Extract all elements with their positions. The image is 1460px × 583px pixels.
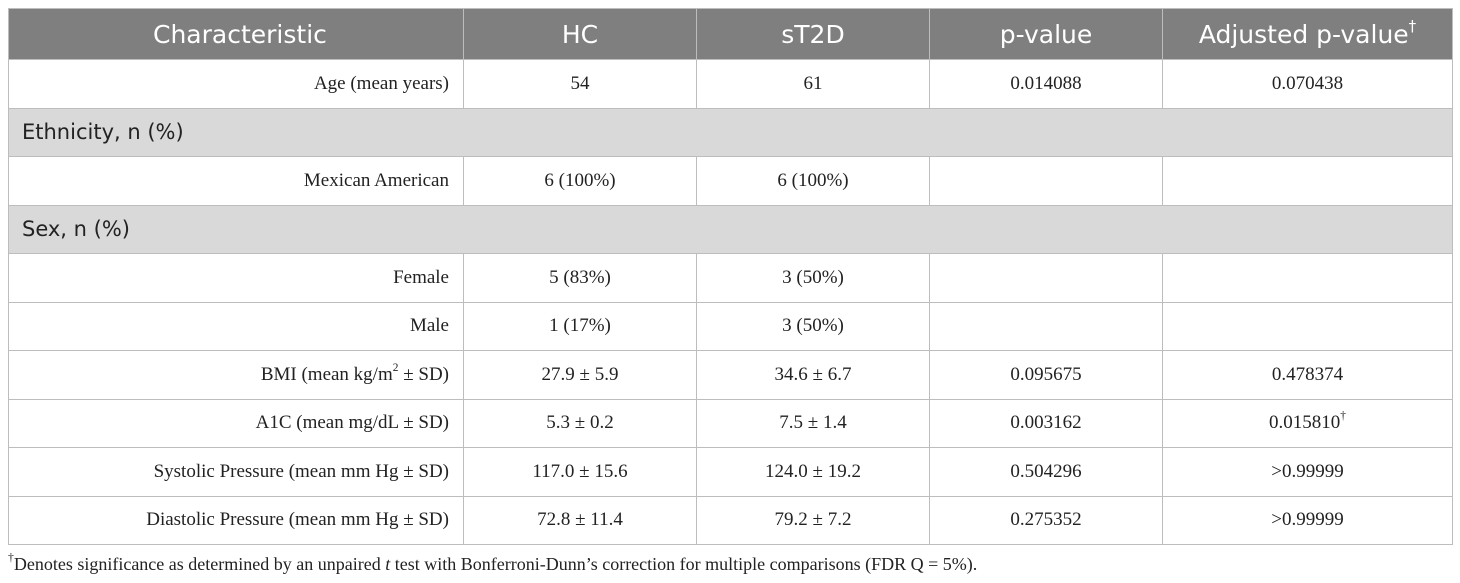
header-adjusted-p-value: Adjusted p-value† bbox=[1162, 8, 1453, 60]
footnote-text-end: test with Bonferroni-Dunn’s correction f… bbox=[390, 554, 978, 574]
table-container: Characteristic HC sT2D p-value Adjusted … bbox=[8, 8, 1453, 545]
cell-hc: 117.0 ± 15.6 bbox=[463, 447, 697, 497]
header-adjusted-p-value-text: Adjusted p-value bbox=[1198, 19, 1409, 49]
row-label: Systolic Pressure (mean mm Hg ± SD) bbox=[8, 447, 464, 497]
cell-adjusted-p-value: >0.99999 bbox=[1162, 447, 1453, 497]
cell-p-value: 0.095675 bbox=[929, 350, 1163, 400]
cell-hc: 54 bbox=[463, 59, 697, 109]
cell-st2d: 79.2 ± 7.2 bbox=[696, 495, 930, 545]
cell-st2d: 7.5 ± 1.4 bbox=[696, 398, 930, 448]
cell-hc: 72.8 ± 11.4 bbox=[463, 495, 697, 545]
cell-st2d: 34.6 ± 6.7 bbox=[696, 350, 930, 400]
table-footnote: †Denotes significance as determined by a… bbox=[8, 551, 978, 575]
footnote-italic-t: t bbox=[385, 554, 391, 574]
cell-p-value: 0.014088 bbox=[929, 59, 1163, 109]
header-hc: HC bbox=[463, 8, 697, 60]
cell-hc: 27.9 ± 5.9 bbox=[463, 350, 697, 400]
footnote-text: Denotes significance as determined by an… bbox=[13, 554, 386, 574]
header-st2d: sT2D bbox=[696, 8, 930, 60]
row-label: BMI (mean kg/m2 ± SD) bbox=[8, 350, 464, 400]
table-row-diastolic: Diastolic Pressure (mean mm Hg ± SD) 72.… bbox=[8, 495, 1453, 545]
cell-st2d: 124.0 ± 19.2 bbox=[696, 447, 930, 497]
footnote-dagger: † bbox=[8, 551, 14, 565]
table-row-a1c: A1C (mean mg/dL ± SD) 5.3 ± 0.2 7.5 ± 1.… bbox=[8, 398, 1453, 448]
section-row-ethnicity: Ethnicity, n (%) bbox=[8, 107, 1453, 157]
cell-hc: 5.3 ± 0.2 bbox=[463, 398, 697, 448]
cell-hc: 6 (100%) bbox=[463, 156, 697, 206]
table-row-systolic: Systolic Pressure (mean mm Hg ± SD) 117.… bbox=[8, 447, 1453, 497]
header-dagger: † bbox=[1408, 16, 1417, 35]
cell-adjusted-p-value bbox=[1162, 253, 1453, 303]
header-row: Characteristic HC sT2D p-value Adjusted … bbox=[8, 8, 1453, 60]
section-row-sex: Sex, n (%) bbox=[8, 204, 1453, 254]
cell-adjusted-p-value-text: 0.015810 bbox=[1269, 412, 1341, 434]
section-label-sex: Sex, n (%) bbox=[8, 204, 1453, 254]
row-label: Mexican American bbox=[8, 156, 464, 206]
cell-adjusted-p-value: >0.99999 bbox=[1162, 495, 1453, 545]
row-label: Age (mean years) bbox=[8, 59, 464, 109]
cell-st2d: 3 (50%) bbox=[696, 301, 930, 351]
row-label: Diastolic Pressure (mean mm Hg ± SD) bbox=[8, 495, 464, 545]
characteristics-table: Characteristic HC sT2D p-value Adjusted … bbox=[8, 8, 1453, 545]
cell-p-value: 0.275352 bbox=[929, 495, 1163, 545]
header-p-value: p-value bbox=[929, 8, 1163, 60]
cell-p-value: 0.504296 bbox=[929, 447, 1163, 497]
table-row-male: Male 1 (17%) 3 (50%) bbox=[8, 301, 1453, 351]
cell-st2d: 61 bbox=[696, 59, 930, 109]
significance-dagger: † bbox=[1340, 410, 1346, 423]
cell-p-value bbox=[929, 156, 1163, 206]
cell-p-value bbox=[929, 301, 1163, 351]
table-row-age: Age (mean years) 54 61 0.014088 0.070438 bbox=[8, 59, 1453, 109]
row-label-text-end: ± SD) bbox=[398, 363, 449, 385]
cell-adjusted-p-value bbox=[1162, 301, 1453, 351]
row-label: Male bbox=[8, 301, 464, 351]
cell-adjusted-p-value: 0.070438 bbox=[1162, 59, 1453, 109]
section-label-ethnicity: Ethnicity, n (%) bbox=[8, 107, 1453, 157]
table-row-female: Female 5 (83%) 3 (50%) bbox=[8, 253, 1453, 303]
cell-hc: 1 (17%) bbox=[463, 301, 697, 351]
row-label-superscript: 2 bbox=[392, 361, 399, 374]
cell-adjusted-p-value bbox=[1162, 156, 1453, 206]
row-label-text: BMI (mean kg/m bbox=[260, 363, 393, 385]
cell-adjusted-p-value: 0.015810† bbox=[1162, 398, 1453, 448]
cell-adjusted-p-value: 0.478374 bbox=[1162, 350, 1453, 400]
row-label: Female bbox=[8, 253, 464, 303]
cell-hc: 5 (83%) bbox=[463, 253, 697, 303]
cell-p-value bbox=[929, 253, 1163, 303]
cell-st2d: 3 (50%) bbox=[696, 253, 930, 303]
header-characteristic: Characteristic bbox=[8, 8, 464, 60]
table-row-mexican-american: Mexican American 6 (100%) 6 (100%) bbox=[8, 156, 1453, 206]
row-label: A1C (mean mg/dL ± SD) bbox=[8, 398, 464, 448]
table-row-bmi: BMI (mean kg/m2 ± SD) 27.9 ± 5.9 34.6 ± … bbox=[8, 350, 1453, 400]
cell-p-value: 0.003162 bbox=[929, 398, 1163, 448]
cell-st2d: 6 (100%) bbox=[696, 156, 930, 206]
